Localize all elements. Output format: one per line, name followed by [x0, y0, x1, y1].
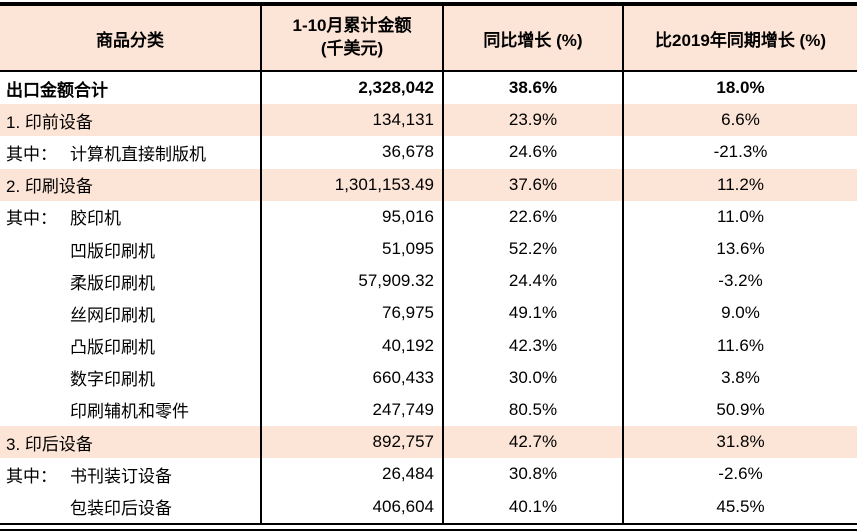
row-amount: 892,757 [262, 426, 444, 459]
row-prefix: 其中： [6, 466, 57, 486]
row-label: 2. 印刷设备 [6, 177, 93, 197]
row-amount: 51,095 [262, 232, 444, 266]
row-vs2019: 3.8% [721, 367, 760, 387]
header-amount: 1-10月累计金额 (千美元) [262, 6, 444, 70]
row-yoy: 24.6% [444, 136, 624, 169]
header-amount-line1: 1-10月累计金额 [292, 16, 412, 36]
row-vs2019: 11.6% [717, 335, 764, 355]
row-vs2019: -2.6% [718, 464, 763, 484]
row-amount: 660,433 [262, 361, 444, 394]
row-vs2019: 45.5% [716, 496, 765, 516]
row-label: 3. 印后设备 [6, 434, 93, 454]
row-yoy: 37.6% [444, 168, 624, 201]
table-row-total: 出口金额合计 2,328,042 38.6% 18.0% [0, 72, 857, 105]
row-label: 包装印后设备 [70, 499, 172, 519]
table-row-section-postpress: 3. 印后设备 892,757 42.7% 31.8% [0, 426, 857, 459]
row-label: 凹版印刷机 [70, 241, 155, 261]
table-row-section-prepress: 1. 印前设备 134,131 23.9% 6.6% [0, 104, 857, 137]
row-label: 印刷辅机和零件 [70, 402, 189, 422]
row-yoy: 38.6% [444, 72, 624, 105]
row-prefix: 其中： [6, 144, 57, 164]
row-amount: 1,301,153.49 [262, 168, 444, 201]
header-amount-line2: (千美元) [320, 39, 384, 58]
row-amount: 26,484 [262, 458, 444, 491]
row-amount: 406,604 [262, 490, 444, 523]
table-row: 其中： 计算机直接制版机 36,678 24.6% -21.3% [0, 136, 857, 169]
header-yoy-label: 同比增长 (%) [483, 30, 583, 50]
table-row: 数字印刷机 660,433 30.0% 3.8% [0, 361, 857, 394]
row-vs2019: 31.8% [716, 432, 765, 452]
row-label: 凸版印刷机 [70, 338, 155, 358]
row-amount: 36,678 [262, 136, 444, 169]
row-yoy: 42.7% [444, 426, 624, 459]
row-amount: 40,192 [262, 329, 444, 362]
header-category: 商品分类 [0, 6, 262, 70]
row-yoy: 30.8% [444, 458, 624, 491]
table-row: 其中： 胶印机 95,016 22.6% 11.0% [0, 200, 857, 233]
row-amount: 95,016 [262, 200, 444, 233]
row-label: 胶印机 [70, 209, 121, 229]
row-yoy: 80.5% [444, 393, 624, 427]
row-amount: 247,749 [262, 393, 444, 427]
table-row: 印刷辅机和零件 247,749 80.5% 50.9% [0, 393, 857, 427]
table-row: 凹版印刷机 51,095 52.2% 13.6% [0, 232, 857, 266]
table-row: 丝网印刷机 76,975 49.1% 9.0% [0, 297, 857, 330]
table-header-row: 商品分类 1-10月累计金额 (千美元) 同比增长 (%) 比2019年同期增长… [0, 6, 857, 72]
header-vs2019-growth: 比2019年同期增长 (%) [624, 6, 857, 70]
header-amount-label: 1-10月累计金额 (千美元) [292, 15, 411, 61]
table-row: 包装印后设备 406,604 40.1% 45.5% [0, 490, 857, 523]
table-row: 凸版印刷机 40,192 42.3% 11.6% [0, 329, 857, 362]
table-row: 其中： 书刊装订设备 26,484 30.8% -2.6% [0, 458, 857, 491]
row-vs2019: 6.6% [721, 110, 760, 130]
row-label: 柔版印刷机 [70, 273, 155, 293]
row-vs2019: -3.2% [718, 271, 763, 291]
row-yoy: 22.6% [444, 200, 624, 233]
row-vs2019: 50.9% [716, 399, 765, 419]
row-vs2019: 11.0% [717, 206, 764, 226]
row-label: 计算机直接制版机 [70, 144, 206, 164]
table-bottom-double-rule [0, 522, 857, 531]
row-prefix: 其中： [6, 209, 57, 229]
row-yoy: 40.1% [444, 490, 624, 523]
row-yoy: 30.0% [444, 361, 624, 394]
table-row: 柔版印刷机 57,909.32 24.4% -3.2% [0, 265, 857, 298]
row-yoy: 52.2% [444, 232, 624, 266]
row-yoy: 24.4% [444, 265, 624, 298]
row-amount: 134,131 [262, 104, 444, 137]
row-vs2019: 13.6% [716, 239, 765, 259]
row-yoy: 49.1% [444, 297, 624, 330]
row-vs2019: 9.0% [721, 303, 760, 323]
row-amount: 2,328,042 [262, 72, 444, 105]
row-vs2019: 11.2% [717, 174, 764, 194]
header-vs2019-label: 比2019年同期增长 (%) [655, 30, 826, 50]
table-row-section-printing: 2. 印刷设备 1,301,153.49 37.6% 11.2% [0, 168, 857, 201]
row-label: 丝网印刷机 [70, 305, 155, 325]
row-label: 书刊装订设备 [70, 466, 172, 486]
row-label: 1. 印前设备 [6, 112, 93, 132]
row-amount: 76,975 [262, 297, 444, 330]
header-category-label: 商品分类 [96, 30, 164, 50]
row-label: 数字印刷机 [70, 370, 155, 390]
row-label: 出口金额合计 [6, 80, 108, 100]
row-amount: 57,909.32 [262, 265, 444, 298]
row-yoy: 23.9% [444, 104, 624, 137]
header-yoy-growth: 同比增长 (%) [444, 6, 624, 70]
row-yoy: 42.3% [444, 329, 624, 362]
row-vs2019: -21.3% [713, 142, 768, 162]
row-vs2019: 18.0% [716, 78, 765, 98]
